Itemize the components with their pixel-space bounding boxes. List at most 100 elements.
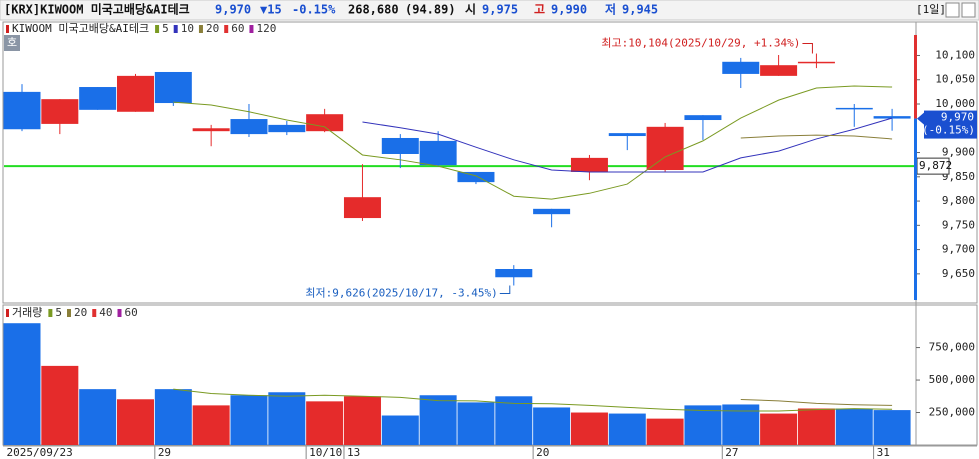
menu-button[interactable]	[945, 2, 960, 18]
period-button[interactable]: [1일]	[916, 2, 946, 16]
candle-body	[608, 133, 646, 137]
volume-bar	[835, 408, 873, 445]
candle-body	[79, 87, 117, 110]
candle-body	[873, 116, 911, 119]
legend-swatch	[155, 25, 160, 33]
volume-bar	[797, 408, 835, 445]
y-tick-label: 10,000	[935, 97, 975, 110]
high-label: 고	[534, 3, 545, 17]
order-button[interactable]	[4, 35, 20, 51]
low-label: 저	[605, 2, 616, 17]
volume-bar	[192, 405, 230, 445]
candle-body	[646, 126, 684, 171]
moving-average-line	[362, 117, 893, 173]
change: ▼15	[260, 3, 282, 17]
candle-body	[3, 91, 41, 130]
volume-bar	[306, 401, 344, 445]
legend-entry: 20	[74, 306, 87, 319]
volume-bar	[41, 365, 79, 445]
candle-body	[154, 71, 192, 104]
legend-swatch	[249, 25, 254, 33]
legend-marker	[6, 25, 9, 33]
annotation-arrow	[499, 285, 511, 295]
legend-marker	[6, 309, 9, 317]
volume-bar	[457, 402, 495, 445]
y-tick-label: 9,700	[942, 243, 975, 256]
moving-average-line	[173, 85, 893, 200]
volume: 268,680	[348, 3, 399, 17]
price-pane	[2, 21, 978, 304]
volume-bar	[646, 418, 684, 445]
y-tick-label: 9,900	[942, 146, 975, 159]
candle-body	[495, 269, 533, 278]
candle-body	[760, 65, 798, 76]
settings-button[interactable]	[961, 2, 976, 18]
market-name: [KRX]KIWOOM 미국고배당&AI테크	[4, 2, 190, 17]
legend-swatch	[198, 25, 203, 33]
candle-body	[192, 128, 230, 132]
x-tick-label: 20	[536, 446, 549, 459]
volume-bar	[154, 389, 192, 445]
change-pct: -0.15%	[292, 3, 336, 17]
legend-entry: 5	[55, 306, 62, 319]
candle-body	[116, 75, 154, 112]
order-button-label: 호	[7, 36, 17, 49]
legend-title: 거래량	[12, 306, 42, 319]
extreme-annotation: 최고:10,104(2025/10/29, +1.34%)	[601, 37, 800, 50]
price-indicator-up	[914, 35, 917, 119]
x-tick-label: 10/10	[309, 446, 342, 459]
candle-body	[797, 61, 835, 64]
legend-swatch	[173, 25, 178, 33]
moving-average-line	[740, 399, 893, 406]
candle-body	[268, 124, 306, 133]
extreme-annotation: 최저:9,626(2025/10/17, -3.45%)	[305, 287, 497, 300]
y-tick-label: 9,850	[942, 170, 975, 183]
y-tick-label: 10,050	[935, 73, 975, 86]
y-tick-label: 9,800	[942, 194, 975, 207]
candle-body	[419, 140, 457, 166]
high: 9,990	[551, 3, 587, 17]
candle-body	[306, 114, 344, 132]
moving-average-line	[740, 134, 893, 140]
current-price-change: (-0.15%)	[922, 124, 975, 137]
legend-entry: 40	[99, 306, 112, 319]
legend-swatch	[67, 309, 71, 317]
x-tick-label: 29	[158, 446, 171, 459]
price: 9,970	[215, 3, 251, 17]
candle-body	[570, 157, 608, 172]
current-price-box	[924, 110, 977, 139]
volume-bar	[116, 399, 154, 445]
volume-bar	[79, 389, 117, 445]
annotation-arrow	[802, 43, 813, 54]
legend-entry: 60	[231, 22, 244, 35]
candle-body	[230, 119, 268, 135]
y-tick-label: 500,000	[929, 373, 975, 386]
candle-body	[835, 107, 873, 110]
volume-bar	[230, 395, 268, 445]
volume-bar	[684, 405, 722, 445]
low: 9,945	[622, 3, 658, 17]
volume-bar	[760, 413, 798, 445]
legend-swatch	[48, 309, 53, 317]
candle-body	[343, 197, 381, 219]
header-bar	[0, 0, 979, 21]
volume-bar	[873, 410, 911, 445]
legend-entry: 120	[256, 22, 276, 35]
legend-swatch	[224, 25, 229, 33]
volume-bar	[419, 395, 457, 445]
x-tick-label: 13	[347, 446, 360, 459]
volume-bar	[343, 396, 381, 445]
moving-average-line	[173, 388, 893, 412]
candle-body	[41, 99, 79, 124]
x-tick-label: 2025/09/23	[7, 446, 73, 459]
open-label: 시	[465, 3, 476, 17]
y-tick-label: 9,650	[942, 267, 975, 280]
volume-bar	[3, 323, 41, 445]
y-tick-label: 250,000	[929, 406, 975, 419]
volume-bar	[495, 396, 533, 445]
legend-entry: 60	[125, 306, 138, 319]
y-tick-label: 9,750	[942, 218, 975, 231]
x-tick-label: 27	[725, 446, 738, 459]
reference-label: 9,872	[919, 159, 952, 172]
